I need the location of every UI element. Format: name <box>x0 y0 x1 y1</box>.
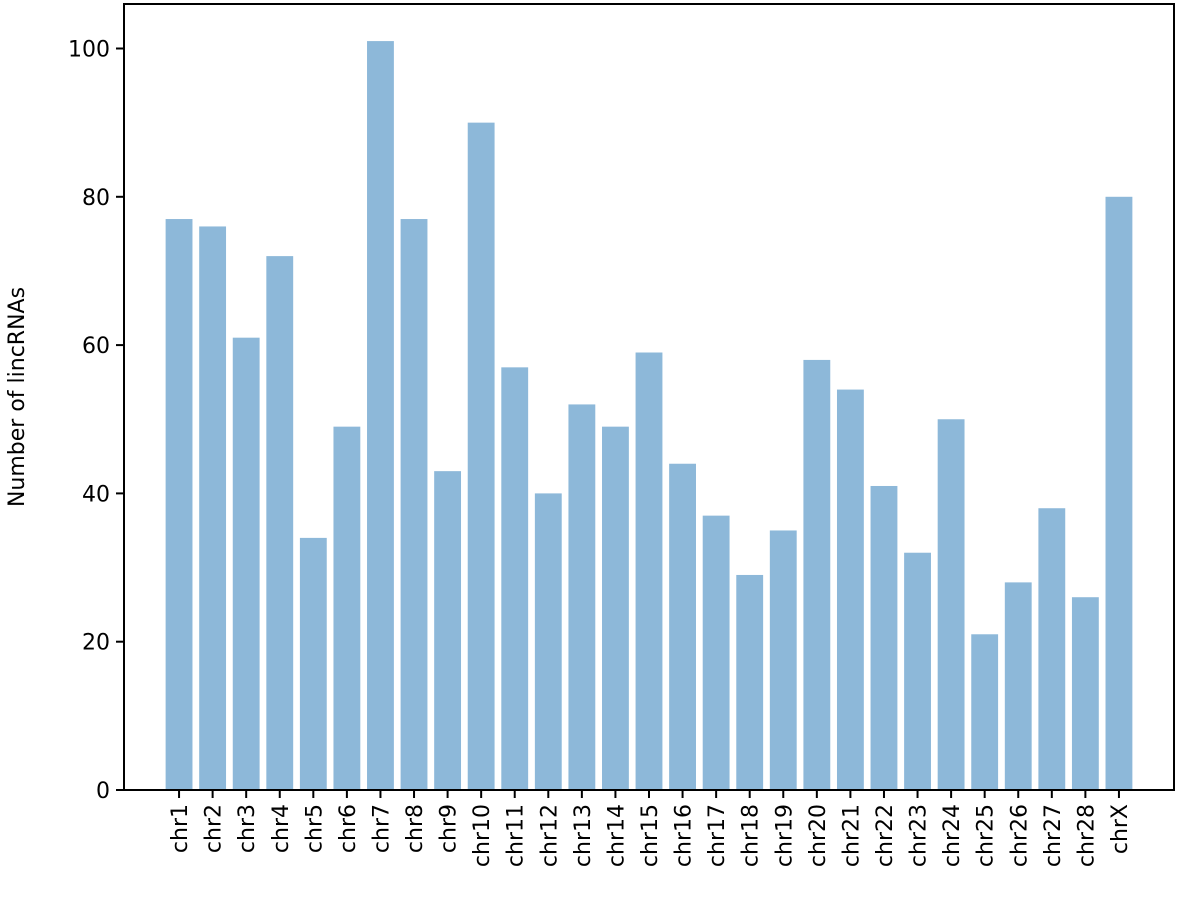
x-tick-label-chr3: chr3 <box>235 804 260 853</box>
x-tick-label-chr25: chr25 <box>974 804 999 867</box>
x-tick-label-chr4: chr4 <box>269 804 294 853</box>
bar-chr21 <box>836 389 864 790</box>
bar-chr17 <box>702 515 730 790</box>
bar-chr11 <box>501 367 529 790</box>
bar-chr18 <box>736 574 764 790</box>
bar-chr3 <box>232 337 260 790</box>
bar-chr26 <box>1004 582 1032 790</box>
bar-chr16 <box>669 463 696 790</box>
x-tick-label-chr6: chr6 <box>336 804 361 853</box>
x-tick-label-chr9: chr9 <box>437 804 462 853</box>
bar-chr9 <box>434 471 462 790</box>
x-tick-label-chr11: chr11 <box>504 804 529 867</box>
x-tick-label-chr14: chr14 <box>604 804 629 867</box>
x-tick-label-chr1: chr1 <box>168 804 193 853</box>
bar-chr10 <box>467 122 495 790</box>
x-tick-label-chrX: chrX <box>1108 804 1133 854</box>
x-tick-label-chr17: chr17 <box>705 804 730 867</box>
bar-chr23 <box>904 552 931 790</box>
x-tick-label-chr26: chr26 <box>1007 804 1032 867</box>
x-tick-label-chr5: chr5 <box>302 804 327 853</box>
bar-chr25 <box>971 634 999 790</box>
x-tick-label-chr24: chr24 <box>940 804 965 867</box>
x-tick-label-chr7: chr7 <box>369 804 394 853</box>
x-tick-label-chr21: chr21 <box>839 804 864 867</box>
bar-chr28 <box>1071 597 1099 790</box>
x-tick-label-chr16: chr16 <box>672 804 697 867</box>
x-tick-label-chr19: chr19 <box>772 804 797 867</box>
bar-chr12 <box>534 493 562 790</box>
y-tick-label-20: 20 <box>82 631 110 656</box>
x-tick-label-chr23: chr23 <box>907 804 932 867</box>
bar-chr4 <box>266 256 294 790</box>
bar-chr15 <box>635 352 663 790</box>
x-tick-label-chr27: chr27 <box>1041 804 1066 867</box>
x-tick-label-chr18: chr18 <box>739 804 764 867</box>
bar-chr13 <box>568 404 596 790</box>
bar-chr2 <box>199 226 227 790</box>
x-tick-label-chr15: chr15 <box>638 804 663 867</box>
bar-chr6 <box>333 426 361 790</box>
bar-chr7 <box>367 41 394 790</box>
bar-chr14 <box>602 426 629 790</box>
bar-chr24 <box>937 419 965 790</box>
y-axis-label: Number of lincRNAs <box>5 287 30 507</box>
x-tick-label-chr22: chr22 <box>873 804 898 867</box>
x-tick-label-chr2: chr2 <box>202 804 227 853</box>
y-tick-label-40: 40 <box>82 482 110 507</box>
bar-chr27 <box>1038 508 1066 790</box>
bar-chr5 <box>299 537 327 790</box>
x-tick-label-chr13: chr13 <box>571 804 596 867</box>
x-tick-label-chr12: chr12 <box>537 804 562 867</box>
bar-chr19 <box>769 530 797 790</box>
bar-chr20 <box>803 359 831 790</box>
y-axis: 0 20 40 60 80 100 <box>68 37 124 804</box>
bars <box>165 41 1133 791</box>
bar-chr22 <box>870 485 898 790</box>
y-tick-label-100: 100 <box>68 37 110 62</box>
x-axis: chr1 chr2 chr3 chr4 chr5 chr6 chr7 chr8 chr9 chr1… <box>168 790 1133 867</box>
bar-chrX <box>1105 196 1133 791</box>
x-tick-label-chr28: chr28 <box>1074 804 1099 867</box>
y-tick-label-60: 60 <box>82 334 110 359</box>
x-tick-label-chr10: chr10 <box>470 804 495 867</box>
x-tick-label-chr20: chr20 <box>806 804 831 867</box>
y-tick-label-0: 0 <box>96 779 110 804</box>
bar-chr8 <box>400 219 428 791</box>
x-tick-label-chr8: chr8 <box>403 804 428 853</box>
bar-chr1 <box>165 219 193 791</box>
y-tick-label-80: 80 <box>82 186 110 211</box>
